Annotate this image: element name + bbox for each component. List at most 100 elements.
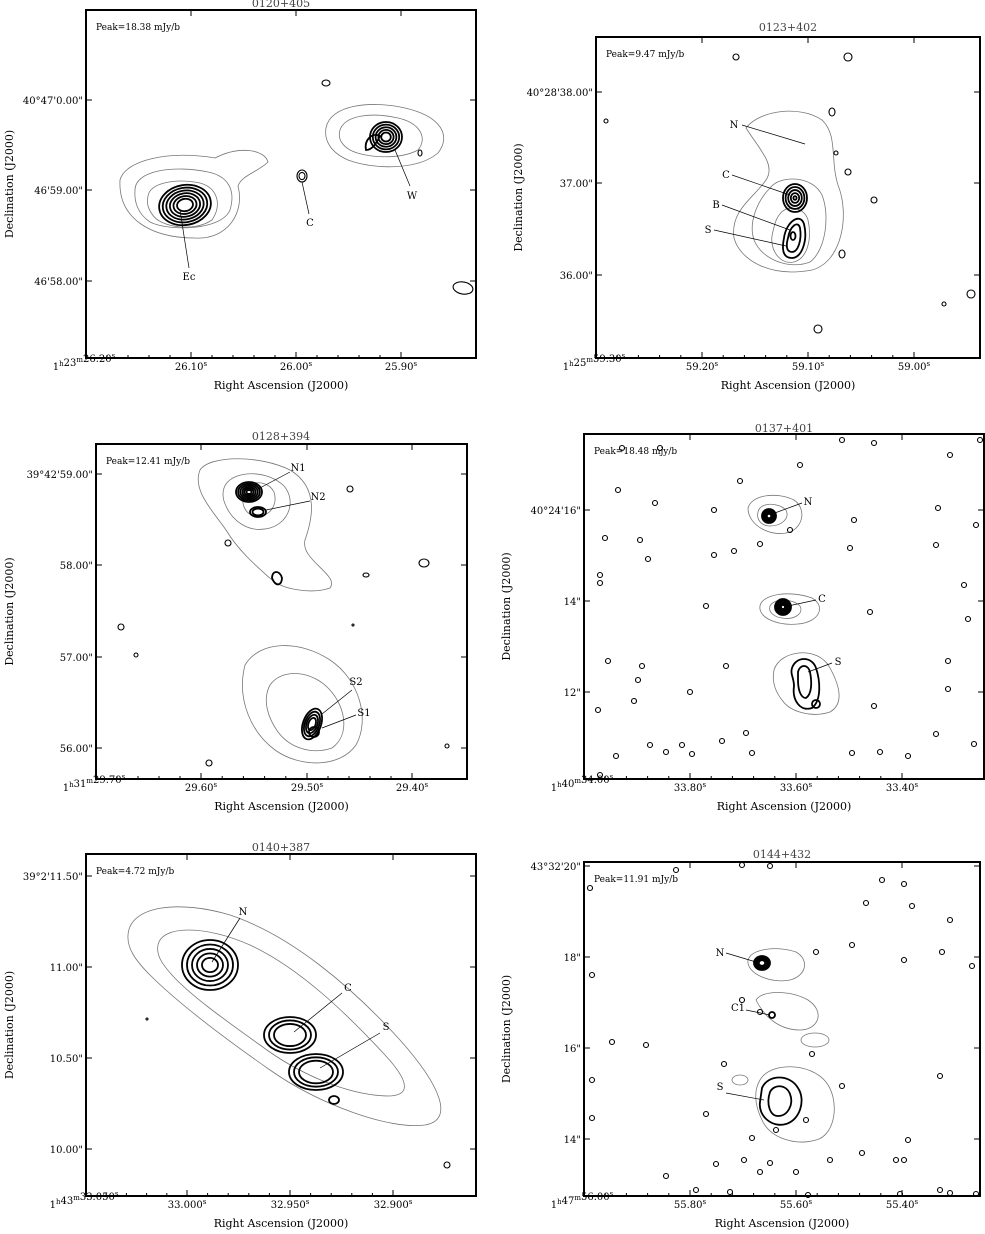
panel-title: 0128+394 [252, 430, 310, 443]
noise-contour [588, 1076, 596, 1084]
x-tick-label: 25.90s [385, 360, 418, 373]
noise-contour [968, 962, 976, 970]
diffuse-contour [119, 149, 269, 239]
noise-contour [710, 506, 718, 514]
noise-contour [936, 1186, 944, 1194]
noise-contour [452, 281, 474, 295]
y-tick-label: 58.00" [60, 561, 93, 572]
panel-title: 0120+405 [252, 0, 310, 10]
noise-contour [946, 451, 954, 459]
noise-contour [944, 685, 952, 693]
noise-contour [843, 52, 853, 62]
lobe-contour [767, 1085, 793, 1117]
noise-contour [900, 956, 908, 964]
component-label: Ec [183, 272, 196, 283]
core-contour [784, 186, 806, 210]
diffuse-contour [751, 178, 827, 266]
label-leader [321, 689, 353, 715]
diffuse-contour [747, 494, 803, 534]
noise-contour [738, 996, 746, 1004]
peak-annotation: Peak=9.47 mJy/b [606, 50, 684, 60]
contour-panel: 0123+402 Peak=9.47 mJy/b 1h25m59.30s 59.20s… [512, 21, 981, 392]
label-leader [745, 1009, 771, 1016]
noise-contour [941, 301, 947, 307]
x-tick-label: 1h25m59.30s [563, 352, 626, 373]
x-tick-label: 26.00s [280, 360, 313, 373]
diffuse-contour [772, 652, 840, 715]
label-leader [787, 599, 817, 607]
component-label: C [722, 170, 730, 181]
x-tick-label: 29.60s [185, 781, 218, 794]
noise-contour [946, 916, 954, 924]
label-leader [721, 204, 791, 231]
y-tick-label: 39°42'59.00" [27, 470, 93, 481]
noise-contour [756, 1008, 764, 1016]
y-axis-label: Declination (J2000) [3, 557, 16, 665]
x-tick-label: 29.40s [396, 781, 429, 794]
noise-contour [808, 1050, 816, 1058]
x-tick-label: 33.40s [886, 781, 919, 794]
peak-annotation: Peak=18.48 mjy/b [594, 447, 677, 457]
noise-contour [756, 1168, 764, 1176]
label-leader [725, 1092, 765, 1101]
noise-contour [630, 697, 638, 705]
core-contour [241, 485, 257, 499]
noise-contour [642, 1041, 650, 1049]
component-label: W [407, 191, 418, 202]
lobe-contour [377, 128, 395, 146]
plot-frame [85, 853, 477, 1197]
noise-contour [678, 741, 686, 749]
noise-contour [846, 544, 854, 552]
diffuse-contour [197, 458, 332, 592]
component-label: S [717, 1082, 724, 1093]
y-tick-label: 14" [564, 597, 581, 608]
lobe-contour [765, 512, 773, 520]
lobe-contour [371, 123, 401, 151]
label-leader [293, 992, 343, 1033]
knot-contour [186, 943, 234, 987]
lobe-contour [308, 726, 320, 738]
y-tick-label: 36.00" [560, 271, 593, 282]
y-axis-label: Declination (J2000) [500, 975, 513, 1083]
noise-contour [848, 941, 856, 949]
x-axis-label: Right Ascension (J2000) [214, 1217, 349, 1230]
component-label: N2 [310, 492, 325, 503]
diffuse-contour [325, 104, 445, 168]
noise-contour [117, 623, 125, 631]
x-axis-label: Right Ascension (J2000) [717, 800, 852, 813]
noise-contour [964, 615, 972, 623]
jet-contour [782, 217, 807, 259]
x-axis-label: Right Ascension (J2000) [214, 379, 349, 392]
panel-title: 0123+402 [759, 21, 817, 34]
y-tick-label: 57.00" [60, 653, 93, 664]
diffuse-contour [759, 593, 820, 625]
peak-annotation: Peak=4.72 mJy/b [96, 867, 174, 877]
noise-contour [870, 196, 878, 204]
lobe-contour [753, 955, 771, 971]
diffuse-contour [127, 906, 442, 1127]
y-axis-label: Declination (J2000) [512, 143, 525, 251]
diffuse-contour [265, 673, 345, 752]
noise-contour [870, 439, 878, 447]
core-contour [787, 189, 803, 207]
y-tick-label: 37.00" [560, 179, 593, 190]
contour-panel: 0120+405 Peak=18.38 mJy/b 1h23m26.20s 26.10… [3, 0, 477, 392]
core-contour [168, 192, 202, 218]
noise-contour [634, 676, 642, 684]
component-label: C [818, 594, 826, 605]
core-contour [161, 186, 209, 224]
noise-contour [601, 534, 609, 542]
component-label: B [712, 200, 719, 211]
core-contour [775, 599, 791, 615]
diffuse-contour [755, 992, 819, 1031]
noise-contour [444, 743, 450, 749]
core-contour [249, 506, 267, 518]
noise-contour [932, 541, 940, 549]
component-label: N [730, 120, 739, 131]
core-contour [245, 489, 253, 495]
plot-frame [595, 36, 981, 359]
core-contour [176, 197, 194, 213]
noise-contour [850, 516, 858, 524]
noise-contour [718, 737, 726, 745]
noise-contour [896, 1190, 904, 1198]
